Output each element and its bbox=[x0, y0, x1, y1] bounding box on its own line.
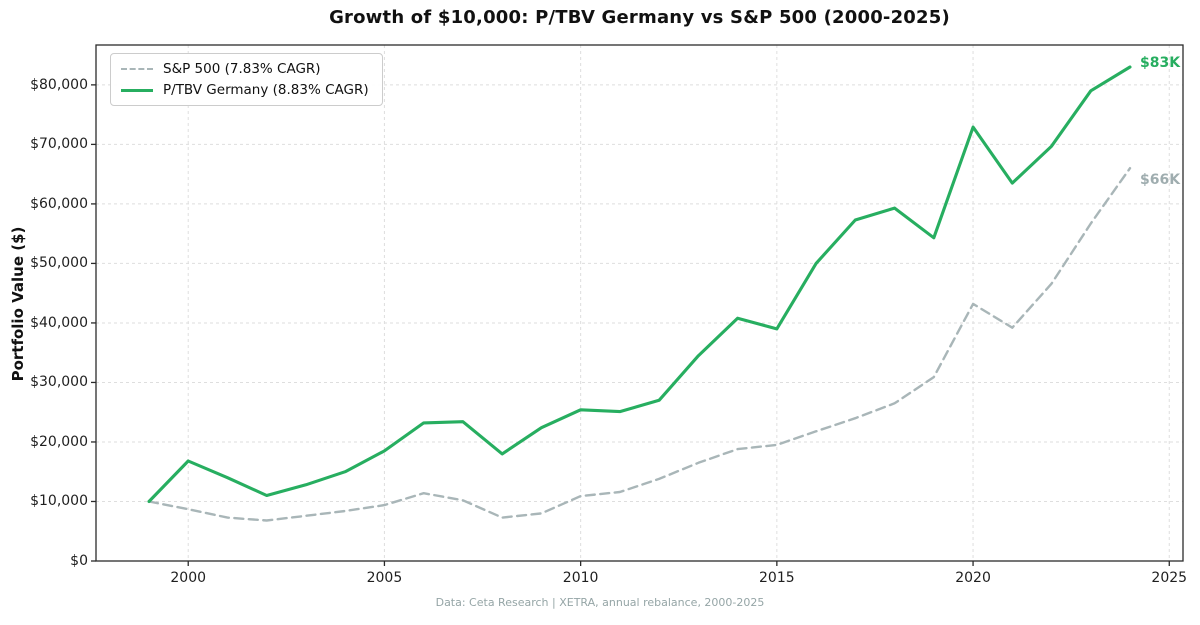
y-tick-label: $30,000 bbox=[30, 374, 88, 391]
annotation-sp500-end-value: $66K bbox=[1140, 172, 1181, 189]
x-tick-label: 2010 bbox=[562, 570, 599, 586]
y-tick-label: $50,000 bbox=[30, 255, 88, 272]
legend-item-sp500: S&P 500 (7.83% CAGR) bbox=[121, 61, 369, 77]
data-source-note: Data: Ceta Research | XETRA, annual reba… bbox=[435, 596, 765, 609]
legend-label-sp500: S&P 500 (7.83% CAGR) bbox=[163, 61, 321, 77]
sp500-dashed-line-sample bbox=[121, 68, 153, 70]
legend-label-ptbv: P/TBV Germany (8.83% CAGR) bbox=[163, 82, 369, 98]
legend-item-ptbv: P/TBV Germany (8.83% CAGR) bbox=[121, 82, 369, 98]
x-tick-label: 2015 bbox=[759, 570, 795, 586]
y-tick-label: $80,000 bbox=[30, 76, 88, 93]
ptbv-germany-line bbox=[147, 65, 1132, 504]
x-tick-label: 2025 bbox=[1151, 570, 1188, 586]
y-tick-label: $0 bbox=[70, 553, 88, 569]
ptbv-solid-line-sample bbox=[121, 88, 153, 92]
y-tick-label: $70,000 bbox=[30, 136, 88, 153]
y-tick-label: $40,000 bbox=[30, 314, 88, 331]
plot-border bbox=[95, 44, 1184, 562]
legend: S&P 500 (7.83% CAGR) P/TBV Germany (8.83… bbox=[110, 53, 383, 106]
x-tick-label: 2005 bbox=[366, 570, 403, 586]
x-tick-label: 2020 bbox=[955, 570, 991, 586]
y-tick-label: $10,000 bbox=[30, 493, 88, 510]
sp500-line bbox=[147, 166, 1132, 522]
x-tick-label: 2000 bbox=[170, 570, 207, 586]
y-tick-label: $20,000 bbox=[30, 433, 88, 450]
annotation-ptbv-end-value: $83K bbox=[1140, 55, 1181, 72]
chart-title: Growth of $10,000: P/TBV Germany vs S&P … bbox=[329, 7, 950, 28]
y-tick-label: $60,000 bbox=[30, 195, 88, 212]
